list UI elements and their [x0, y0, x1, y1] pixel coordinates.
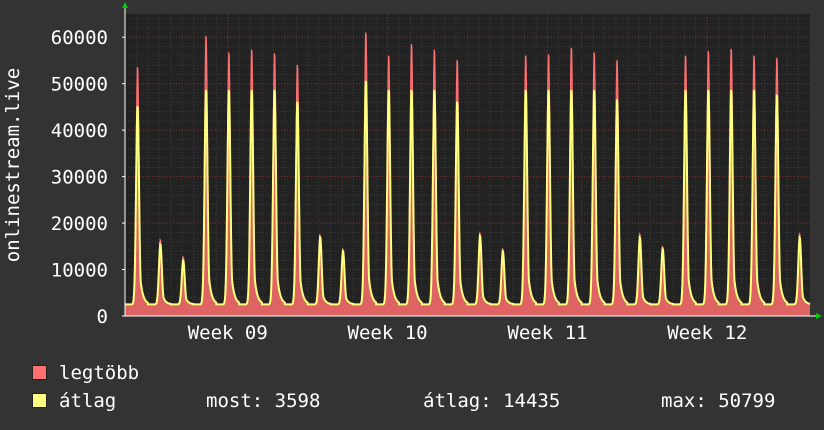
legend-label-max: legtöbb	[59, 362, 140, 384]
y-tick-label: 20000	[51, 213, 108, 235]
axes	[122, 2, 822, 319]
legend-swatch-avg	[32, 393, 47, 408]
x-tick-label: Week 12	[667, 322, 747, 344]
legend-swatch-max	[32, 365, 47, 380]
stat-current-label: most:	[206, 390, 264, 412]
y-tick-label: 50000	[51, 74, 108, 96]
y-tick-label: 30000	[51, 167, 108, 189]
legend-entry-max: legtöbb	[32, 362, 139, 384]
stat-average-value: 14435	[503, 390, 561, 412]
series-line-avg	[125, 80, 811, 306]
x-tick-label: Week 11	[507, 322, 587, 344]
stat-average-label: átlag:	[423, 390, 492, 412]
stat-max: max: 50799	[661, 390, 775, 412]
stat-max-value: 50799	[718, 390, 776, 412]
x-tick-label: Week 09	[188, 322, 268, 344]
stat-current: most: 3598	[206, 390, 320, 412]
y-axis-arrow-icon	[122, 2, 128, 8]
series-layer	[125, 32, 811, 316]
tick-labels: 0 10000 20000 30000 40000 50000 60000 Week 09 We…	[51, 27, 747, 344]
y-tick-label: 60000	[51, 27, 108, 49]
legend-entry-avg: átlag most: 3598 átlag: 14435 max: 50799	[32, 390, 822, 412]
y-axis-label: onlinestream.live	[2, 68, 24, 262]
series-area-max	[125, 32, 810, 316]
stat-max-label: max:	[661, 390, 707, 412]
stat-current-value: 3598	[274, 390, 321, 412]
x-tick-label: Week 10	[348, 322, 428, 344]
x-axis-arrow-icon	[816, 313, 822, 319]
y-tick-label: 40000	[51, 120, 108, 142]
y-tick-label: 10000	[51, 260, 108, 282]
stat-average: átlag: 14435	[423, 390, 560, 412]
legend-label-avg: átlag	[59, 390, 117, 412]
y-tick-label: 0	[97, 306, 108, 328]
